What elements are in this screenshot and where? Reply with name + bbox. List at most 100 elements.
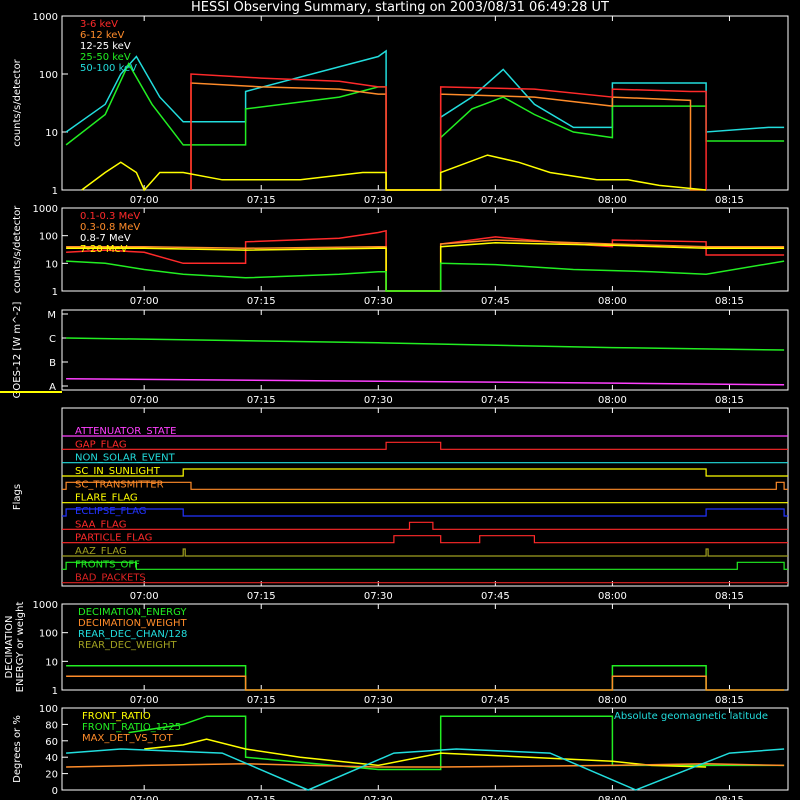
flag-label: ECLIPSE_FLAG bbox=[75, 506, 146, 517]
legend-entry: 0.1-0.3 MeV bbox=[80, 211, 140, 222]
goes-line-green bbox=[66, 337, 785, 351]
time-tick-label: 07:45 bbox=[481, 695, 510, 706]
y-tick-label: 10 bbox=[45, 657, 58, 668]
time-tick-label: 07:00 bbox=[130, 296, 159, 307]
time-tick-label: 07:15 bbox=[247, 395, 276, 406]
geomagnetic-annotation: Absolute geomagnetic latitude bbox=[614, 711, 768, 722]
time-tick-label: 07:00 bbox=[130, 591, 159, 602]
time-tick-label: 07:15 bbox=[247, 591, 276, 602]
y-tick-label: B bbox=[49, 358, 56, 369]
time-tick-label: 07:30 bbox=[364, 296, 393, 307]
series-line-6-12-kev bbox=[190, 82, 707, 191]
flag-line bbox=[62, 535, 788, 544]
ratio-line-absolute-geomagnetic-latitude bbox=[66, 748, 785, 791]
flag-label: FRONTS_OFF bbox=[75, 559, 140, 570]
time-tick-label: 07:45 bbox=[481, 195, 510, 206]
y-tick-label: 80 bbox=[45, 720, 58, 731]
series-line-decimation-energy bbox=[66, 665, 785, 691]
y-axis-label: DECIMATION bbox=[4, 615, 15, 678]
y-tick-label: 100 bbox=[39, 629, 58, 640]
time-tick-label: 07:45 bbox=[481, 296, 510, 307]
time-tick-label: 07:00 bbox=[130, 795, 159, 800]
y-tick-label: 1 bbox=[52, 287, 58, 298]
legend-entry: 0.3-0.8 MeV bbox=[80, 222, 140, 233]
time-tick-label: 07:15 bbox=[247, 296, 276, 307]
flag-line bbox=[62, 468, 788, 477]
y-axis-label: Degrees or % bbox=[12, 715, 23, 783]
y-tick-label: C bbox=[49, 334, 56, 345]
flag-label: SAA_FLAG bbox=[75, 519, 126, 530]
y-axis-label: GOES-12 [W m^-2] bbox=[12, 302, 23, 399]
y-tick-label: A bbox=[49, 382, 56, 393]
goes-line-magenta bbox=[66, 378, 785, 386]
legend-entry: FRONT_RATIO_1225 bbox=[82, 722, 181, 733]
time-tick-label: 07:15 bbox=[247, 795, 276, 800]
flag-label: FLARE_FLAG bbox=[75, 493, 138, 504]
time-tick-label: 07:15 bbox=[247, 195, 276, 206]
series-line-0-8-7-mev bbox=[66, 260, 785, 292]
flag-label: SC_IN_SUNLIGHT bbox=[75, 466, 161, 477]
time-tick-label: 07:00 bbox=[130, 195, 159, 206]
time-tick-label: 08:00 bbox=[598, 695, 627, 706]
flag-label: AAZ_FLAG bbox=[75, 546, 127, 557]
flag-line bbox=[62, 441, 788, 450]
legend-entry: 7-20 MeV bbox=[80, 244, 128, 255]
flag-line bbox=[62, 561, 788, 570]
time-tick-label: 07:45 bbox=[481, 395, 510, 406]
flag-label: GAP_FLAG bbox=[75, 439, 127, 450]
time-tick-label: 08:00 bbox=[598, 296, 627, 307]
flag-line bbox=[62, 481, 788, 490]
y-tick-label: 1000 bbox=[33, 12, 58, 23]
time-tick-label: 07:30 bbox=[364, 591, 393, 602]
series-line-3-6-kev bbox=[190, 73, 707, 191]
time-tick-label: 07:30 bbox=[364, 695, 393, 706]
y-tick-label: 1000 bbox=[33, 204, 58, 215]
y-tick-label: 20 bbox=[45, 770, 58, 781]
legend-entry: REAR_DEC_CHAN/128 bbox=[78, 629, 187, 640]
flag-line bbox=[62, 548, 788, 557]
flag-label: SC_TRANSMITTER bbox=[75, 479, 164, 490]
y-tick-label: 60 bbox=[45, 737, 58, 748]
time-tick-label: 08:15 bbox=[715, 695, 744, 706]
flag-label: ATTENUATOR_STATE bbox=[75, 426, 176, 437]
legend-entry: 3-6 keV bbox=[80, 19, 118, 30]
flag-line bbox=[62, 508, 788, 517]
time-tick-label: 07:45 bbox=[481, 795, 510, 800]
flag-label: NON_SOLAR_EVENT bbox=[75, 453, 176, 464]
y-axis-label: ENERGY or weight bbox=[15, 602, 26, 693]
time-tick-label: 07:30 bbox=[364, 195, 393, 206]
time-tick-label: 07:00 bbox=[130, 395, 159, 406]
panel-frame-3 bbox=[61, 407, 789, 587]
y-tick-label: 0 bbox=[52, 786, 58, 797]
y-tick-label: 1000 bbox=[33, 600, 58, 611]
series-line-0-1-0-3-mev bbox=[66, 229, 785, 292]
legend-entry: MAX_DET_VS_TOT bbox=[82, 733, 174, 744]
y-tick-label: 40 bbox=[45, 753, 58, 764]
time-tick-label: 08:15 bbox=[715, 591, 744, 602]
time-tick-label: 07:00 bbox=[130, 695, 159, 706]
legend-entry: REAR_DEC_WEIGHT bbox=[78, 640, 177, 651]
time-tick-label: 08:00 bbox=[598, 795, 627, 800]
series-line-50-100-kev bbox=[65, 49, 785, 191]
y-tick-label: 1 bbox=[52, 186, 58, 197]
y-tick-label: 10 bbox=[45, 128, 58, 139]
y-tick-label: 10 bbox=[45, 259, 58, 270]
panel-frame-2 bbox=[61, 309, 789, 391]
y-tick-label: 100 bbox=[39, 704, 58, 715]
legend-entry: FRONT_RATIO bbox=[82, 711, 151, 722]
panel-frame-5 bbox=[61, 707, 789, 791]
y-tick-label: 100 bbox=[39, 232, 58, 243]
time-tick-label: 08:00 bbox=[598, 395, 627, 406]
series-line-12-25-kev bbox=[81, 154, 707, 192]
page-title: HESSI Observing Summary, starting on 200… bbox=[191, 0, 609, 15]
series-line-decimation-weight bbox=[66, 675, 785, 691]
flag-line bbox=[62, 521, 788, 530]
legend-entry: 12-25 keV bbox=[80, 41, 131, 52]
legend-entry: 0.8-7 MeV bbox=[80, 233, 131, 244]
legend-entry: 6-12 keV bbox=[80, 30, 124, 41]
ratio-line-max-det-vs-tot bbox=[66, 763, 785, 768]
time-tick-label: 08:15 bbox=[715, 795, 744, 800]
time-tick-label: 07:30 bbox=[364, 395, 393, 406]
time-tick-label: 08:00 bbox=[598, 195, 627, 206]
